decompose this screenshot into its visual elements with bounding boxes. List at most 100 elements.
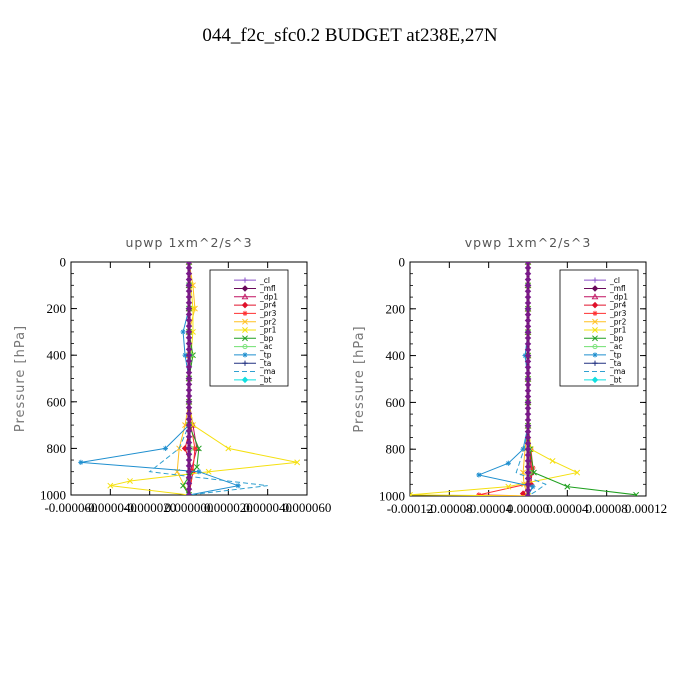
series-point-pr1 <box>205 468 212 475</box>
zero-profile-marker <box>524 311 532 318</box>
zero-profile-marker <box>524 293 532 301</box>
series-point-pr1 <box>574 469 581 476</box>
legend-label: _pr3 <box>259 309 277 318</box>
figure-title: 044_f2c_sfc0.2 BUDGET at238E,27N <box>202 25 497 46</box>
zero-profile-marker <box>524 481 532 488</box>
y-tick-label: 600 <box>47 394 67 409</box>
y-tick-label: 800 <box>47 441 67 456</box>
y-axis-label: Pressure [hPa] <box>352 325 367 432</box>
series-point-pr1 <box>127 478 133 484</box>
zero-profile-marker <box>524 410 532 418</box>
x-tick-label: -0.000040 <box>84 500 137 515</box>
zero-profile-marker <box>524 445 532 453</box>
legend-label: _mfl <box>259 284 276 293</box>
zero-profile-marker <box>524 399 532 406</box>
legend-label: _bt <box>259 375 272 384</box>
series-point-pr3 <box>476 492 482 496</box>
legend-label: _pr1 <box>609 326 627 335</box>
zero-profile-marker <box>524 457 532 465</box>
legend-marker <box>242 352 248 358</box>
series-point-tp <box>78 459 84 465</box>
legend-label: _pr1 <box>259 326 277 335</box>
legend-marker <box>241 285 249 292</box>
y-tick-label: 0 <box>60 255 67 270</box>
legend-marker <box>242 360 248 366</box>
zero-profile-marker <box>185 491 193 495</box>
legend-label: _bp <box>609 334 624 343</box>
panel-title: upwp 1xm^2/s^3 <box>125 235 252 250</box>
y-tick-label: 400 <box>386 348 406 363</box>
legend-label: _pr3 <box>609 309 627 318</box>
series-group <box>410 262 640 496</box>
series-point-pr1 <box>225 445 232 452</box>
legend-marker <box>592 360 598 366</box>
series-point-pr4 <box>519 490 527 496</box>
legend-marker <box>242 327 248 333</box>
series-point-tp <box>520 446 526 452</box>
y-tick-label: 200 <box>47 301 67 316</box>
legend-label: _ta <box>259 359 271 368</box>
zero-profile-marker <box>524 381 532 389</box>
zero-profile-marker <box>524 428 532 435</box>
legend-marker <box>592 327 598 333</box>
x-tick-label: 0.00000 <box>507 501 549 516</box>
x-tick-label: 0.00004 <box>546 501 589 516</box>
legend-label: _tp <box>609 351 622 360</box>
series-point-tp <box>476 472 482 478</box>
legend-marker <box>242 318 248 325</box>
legend-marker <box>241 301 249 309</box>
panel-title: vpwp 1xm^2/s^3 <box>465 235 592 250</box>
legend-label: _tp <box>259 351 272 360</box>
y-tick-label: 200 <box>386 301 406 316</box>
legend: _cl_mfl_dp1_pr4_pr3_pr2_pr1_bp_ac_tp_ta_… <box>559 269 639 387</box>
series-point-pr1 <box>410 491 413 496</box>
zero-profile-marker <box>524 340 532 348</box>
zero-profile-marker <box>524 469 532 476</box>
zero-profile-marker <box>524 276 532 283</box>
series-point-tp <box>505 460 511 466</box>
series-point-tp <box>180 329 186 335</box>
legend-label: _bp <box>259 334 274 343</box>
legend-label: _cl <box>259 276 270 285</box>
zero-profile-marker <box>524 288 532 295</box>
zero-profile-marker <box>524 422 532 430</box>
legend-marker <box>242 335 248 342</box>
y-tick-label: 600 <box>386 395 406 410</box>
x-tick-label: 0.000040 <box>243 500 292 515</box>
legend-label: _ma <box>259 367 276 376</box>
zero-profile-marker <box>524 369 532 377</box>
legend-marker <box>242 344 248 350</box>
legend-marker <box>592 335 598 342</box>
legend-marker <box>592 352 598 358</box>
legend-marker <box>591 301 599 309</box>
zero-profile-marker <box>524 393 532 400</box>
series-point-bp <box>193 464 200 470</box>
series-point-bp <box>564 483 571 490</box>
legend-marker <box>592 344 598 350</box>
vpwp-panel: vpwp 1xm^2/s^3 Pressure [hPa] 0 200 400 600 80… <box>352 235 667 516</box>
x-tick-label: -0.000020 <box>123 500 176 515</box>
x-tick-label: 0.000020 <box>204 500 253 515</box>
zero-profile-marker <box>524 305 532 313</box>
series-point-tp <box>235 483 241 489</box>
legend-label: _pr2 <box>609 317 627 326</box>
zero-profile-marker <box>524 375 532 383</box>
x-tick-label: 0.00008 <box>586 501 628 516</box>
y-tick-label: 1000 <box>379 489 405 504</box>
zero-profile-marker <box>524 358 532 365</box>
legend-marker <box>592 310 598 316</box>
series-point-pr1 <box>107 482 114 489</box>
zero-profile-marker <box>524 346 532 353</box>
legend: _cl_mfl_dp1_pr4_pr3_pr2_pr1_bp_ac_tp_ta_… <box>209 269 289 387</box>
series-point-pr1 <box>294 459 301 466</box>
x-tick-label: 0.00012 <box>625 501 667 516</box>
x-tick-label: -0.00012 <box>387 501 434 516</box>
legend-label: _dp1 <box>259 292 278 301</box>
series-point-tp <box>162 445 168 451</box>
legend-marker <box>242 277 248 283</box>
series-group <box>78 262 301 495</box>
zero-profile-marker <box>524 282 532 289</box>
x-tick-label: -0.000060 <box>44 500 97 515</box>
series-point-bp <box>195 445 202 452</box>
legend-label: _ma <box>609 367 626 376</box>
